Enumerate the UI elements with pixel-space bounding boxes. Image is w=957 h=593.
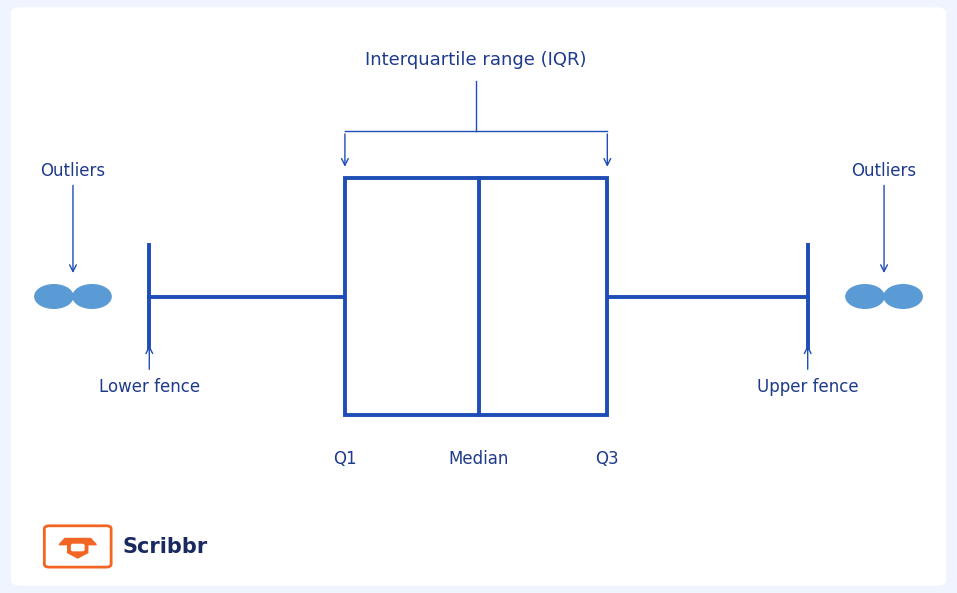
Text: Upper fence: Upper fence [757,378,858,396]
Text: Interquartile range (IQR): Interquartile range (IQR) [366,51,587,69]
Circle shape [34,285,73,308]
Text: Outliers: Outliers [852,162,917,180]
Text: Q1: Q1 [333,450,357,468]
Polygon shape [59,538,97,545]
Circle shape [73,285,111,308]
Text: Outliers: Outliers [40,162,105,180]
Text: Lower fence: Lower fence [99,378,200,396]
Circle shape [846,285,884,308]
Text: Median: Median [448,450,509,468]
Polygon shape [68,545,88,558]
FancyBboxPatch shape [72,544,84,551]
Text: Scribbr: Scribbr [122,537,208,557]
Text: Q3: Q3 [595,450,619,468]
Circle shape [884,285,923,308]
Bar [345,178,608,415]
